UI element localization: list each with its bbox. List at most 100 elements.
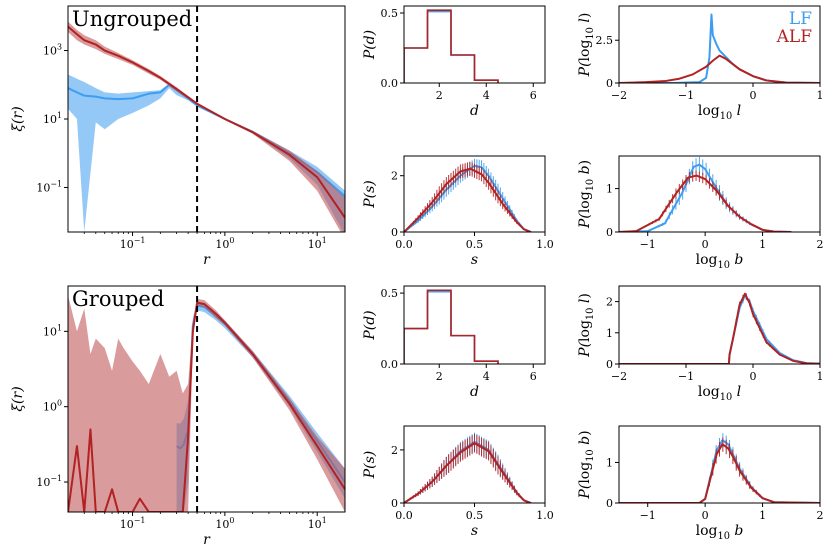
x-tick-label: 1 — [759, 238, 766, 251]
x-axis-label: d — [470, 103, 479, 119]
y-axis-label: P(log10 l) — [577, 13, 596, 78]
band-alf — [68, 21, 345, 232]
x-axis-label: r — [203, 532, 211, 548]
plot-area — [619, 292, 820, 364]
legend-lf: LF — [789, 9, 812, 29]
y-tick-label: 0 — [606, 497, 613, 510]
x-axis-label: d — [470, 384, 479, 400]
x-tick-label: 0 — [750, 89, 757, 102]
x-axis-label: r — [203, 252, 211, 268]
panel-grouped_pd: 2 4 6 0.0 0.5 d P(d) — [362, 285, 546, 400]
axes-frame — [403, 285, 546, 365]
y-tick-label: 0 — [391, 226, 398, 239]
y-tick-label: 0.5 — [381, 287, 399, 300]
axes-frame — [618, 425, 821, 504]
y-tick-label: 101 — [43, 323, 62, 338]
x-tick-label: 0 — [702, 238, 709, 251]
x-axis-label: log10 l — [698, 384, 741, 403]
x-tick-label: −1 — [640, 509, 656, 522]
x-tick-label: 4 — [483, 370, 490, 383]
y-axis-label: P(log10 b) — [577, 430, 596, 499]
panel-ungrouped_pl: −2 −1 0 1 0 2.5 log10 l P(log10 l) — [577, 5, 824, 122]
x-tick-label: 0 — [702, 509, 709, 522]
y-tick-label: 1 — [606, 327, 613, 340]
x-tick-label: −1 — [678, 89, 694, 102]
plot-area — [404, 432, 532, 503]
x-tick-label: −2 — [611, 89, 627, 102]
x-tick-label: 0.5 — [466, 238, 484, 251]
y-axis-label: P(log10 l) — [577, 293, 596, 358]
x-axis-label: log10 l — [698, 103, 741, 122]
x-tick-label: 100 — [215, 236, 234, 251]
y-tick-label: 103 — [43, 43, 62, 58]
plot-area — [619, 13, 820, 83]
x-tick-label: 0 — [750, 370, 757, 383]
line-alf — [404, 442, 532, 503]
y-tick-label: 0 — [606, 226, 613, 239]
x-tick-label: 100 — [215, 516, 234, 531]
axes-frame — [618, 155, 821, 233]
y-tick-label: 2.5 — [596, 34, 614, 47]
panel-grouped_xi: 10−1 100 101 10−1 100 101 r ξ(r) Grouped — [10, 285, 346, 548]
x-tick-label: 2 — [436, 89, 443, 102]
legend-alf: ALF — [776, 27, 813, 47]
x-tick-label: 101 — [308, 516, 327, 531]
y-tick-label: 101 — [43, 111, 62, 126]
y-axis-label: P(s) — [362, 451, 378, 480]
y-tick-label: 2 — [391, 444, 398, 457]
x-tick-label: −1 — [640, 238, 656, 251]
x-tick-label: −2 — [611, 370, 627, 383]
line-alf — [68, 301, 345, 512]
axes-frame — [618, 5, 821, 84]
plot-area — [404, 289, 499, 364]
y-axis-label: P(log10 b) — [577, 160, 596, 229]
y-tick-label: 2 — [606, 296, 613, 309]
hist-alf — [404, 289, 499, 364]
axes-frame — [403, 5, 546, 84]
y-tick-label: 10−1 — [36, 180, 62, 195]
x-axis-label: s — [471, 252, 478, 268]
y-tick-label: 100 — [43, 399, 62, 414]
y-tick-label: 0 — [606, 77, 613, 90]
plot-area — [404, 158, 532, 232]
panel-ungrouped_ps: 0.0 0.5 1.0 0 2 s P(s) — [362, 155, 554, 268]
x-tick-label: 1 — [817, 370, 824, 383]
x-tick-label: 2 — [817, 238, 824, 251]
x-axis-label: log10 b — [696, 252, 744, 271]
y-tick-label: 0.0 — [381, 358, 399, 371]
y-axis-label: P(d) — [362, 310, 378, 340]
axes-frame — [618, 285, 821, 365]
y-axis-label: ξ(r) — [10, 106, 26, 131]
y-tick-label: 1 — [606, 183, 613, 196]
band-lf — [176, 301, 345, 512]
x-axis-label: log10 b — [696, 523, 744, 542]
line-alf — [619, 443, 820, 503]
x-tick-label: 6 — [530, 89, 537, 102]
line-alf — [619, 174, 792, 232]
line-alf — [619, 54, 820, 83]
panel-title: Grouped — [72, 287, 164, 311]
x-tick-label: 6 — [530, 370, 537, 383]
x-tick-label: 4 — [483, 89, 490, 102]
plot-area — [619, 433, 820, 503]
line-alf — [404, 167, 532, 232]
x-tick-label: 0.5 — [466, 509, 484, 522]
x-tick-label: 10−1 — [120, 516, 146, 531]
x-tick-label: 0.0 — [395, 509, 413, 522]
plot-area — [619, 156, 792, 232]
x-tick-label: 2 — [817, 509, 824, 522]
panel-grouped_pb: −1 0 1 2 0 1 log10 b P(log10 b) — [577, 425, 824, 542]
y-tick-label: 0 — [391, 497, 398, 510]
y-tick-label: 10−1 — [36, 474, 62, 489]
x-tick-label: 0.0 — [395, 238, 413, 251]
x-tick-label: 1.0 — [536, 238, 554, 251]
y-tick-label: 2 — [391, 170, 398, 183]
y-tick-label: 1 — [606, 456, 613, 469]
y-tick-label: 0 — [606, 358, 613, 371]
x-tick-label: 1.0 — [536, 509, 554, 522]
x-tick-label: 10−1 — [120, 236, 146, 251]
x-tick-label: 1 — [817, 89, 824, 102]
panel-ungrouped_pb: −1 0 1 2 0 1 log10 b P(log10 b) — [577, 155, 824, 271]
